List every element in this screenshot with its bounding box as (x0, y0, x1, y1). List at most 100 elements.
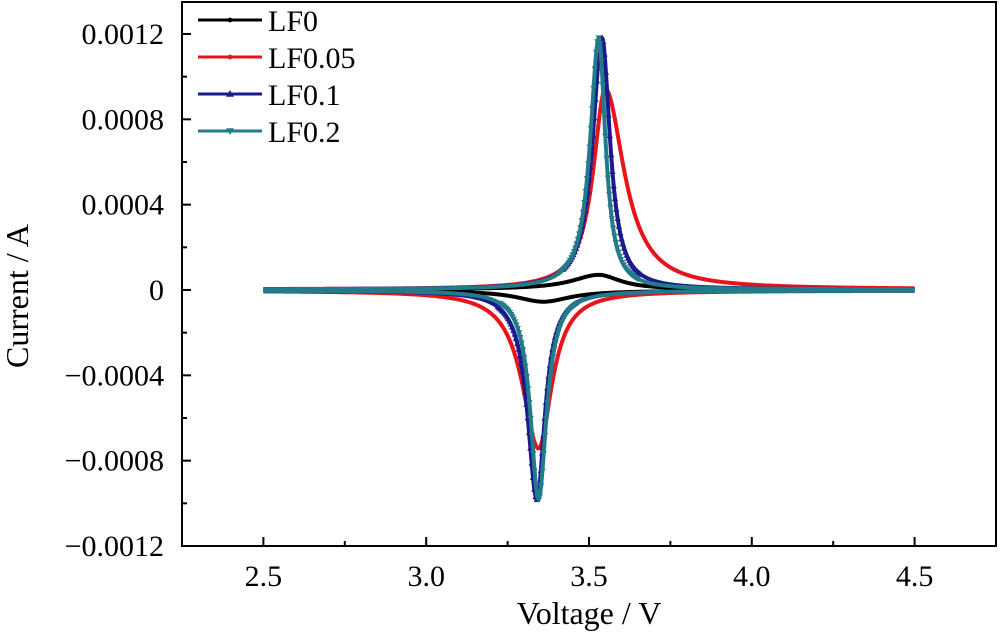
data-point (554, 330, 562, 336)
series-layer (262, 34, 916, 503)
data-point (521, 354, 528, 361)
data-point (605, 111, 612, 118)
data-point (511, 331, 518, 337)
legend-label: LF0.05 (268, 42, 356, 75)
y-tick-label: −0.0004 (65, 359, 164, 392)
data-point (611, 233, 618, 239)
legend-item: LF0 (198, 5, 318, 38)
data-point (523, 374, 531, 380)
x-tick-label: 3.0 (407, 560, 445, 593)
data-point (537, 483, 545, 490)
data-point (511, 319, 519, 325)
data-point (596, 41, 604, 48)
legend: LF0 LF0.05 LF0.1 LF0.2 (198, 5, 356, 149)
data-point (510, 316, 517, 323)
data-point (590, 85, 597, 92)
data-point (607, 205, 614, 211)
series-LF0.2 (262, 35, 916, 503)
data-point (578, 217, 586, 224)
data-point (576, 231, 583, 237)
data-point (545, 386, 553, 392)
data-point (543, 415, 550, 422)
legend-marker (227, 54, 233, 60)
data-point (604, 175, 612, 181)
x-tick-label: 4.5 (896, 560, 934, 593)
data-point (519, 368, 526, 374)
data-point (553, 335, 560, 341)
data-point (510, 327, 517, 333)
data-point (539, 468, 546, 475)
x-tick-label: 4.0 (733, 560, 771, 593)
data-point (591, 66, 599, 72)
data-point (583, 176, 591, 182)
series-line-discharge (262, 288, 916, 451)
data-point (617, 230, 624, 236)
legend-item: LF0.1 (198, 79, 341, 112)
series-line-discharge (262, 288, 916, 502)
data-point (530, 451, 537, 457)
data-point (612, 239, 619, 246)
legend-marker (227, 17, 233, 23)
data-point (574, 236, 582, 243)
data-point (592, 50, 600, 56)
data-point (519, 347, 527, 353)
data-point (574, 300, 581, 307)
data-point (620, 245, 628, 251)
data-point (617, 257, 625, 263)
data-point (619, 240, 627, 247)
legend-label: LF0 (268, 5, 318, 38)
y-tick-label: −0.0012 (65, 530, 164, 563)
data-point (550, 347, 558, 353)
data-point (570, 249, 578, 255)
data-point (613, 206, 620, 212)
data-point (515, 330, 523, 336)
data-point (609, 225, 617, 232)
data-point (577, 225, 584, 231)
data-point (587, 126, 595, 132)
series-LF0.1 (262, 34, 916, 502)
data-point (552, 340, 559, 347)
y-tick-label: 0 (149, 274, 164, 307)
data-point (531, 468, 538, 475)
tick-marks (182, 33, 916, 547)
data-point (536, 493, 544, 500)
data-point (601, 51, 608, 57)
data-point (549, 354, 557, 361)
y-tick-label: −0.0008 (65, 445, 164, 478)
data-point (610, 182, 617, 189)
data-point (609, 168, 616, 174)
data-point (600, 108, 608, 114)
data-point (515, 346, 522, 352)
legend-label: LF0.1 (268, 79, 341, 112)
data-point (586, 144, 593, 150)
data-point (522, 363, 529, 370)
y-tick-label: 0.0012 (82, 18, 165, 51)
legend-item: LF0.2 (198, 116, 341, 149)
x-tick-labels: 2.5 3.0 3.5 4.0 4.5 (245, 560, 934, 593)
data-point (611, 195, 619, 201)
data-point (517, 335, 524, 341)
y-tick-label: 0.0004 (82, 189, 165, 222)
y-tick-label: 0.0008 (82, 103, 165, 136)
data-point (604, 90, 611, 96)
data-point (532, 483, 540, 490)
data-point (606, 132, 614, 139)
data-point (602, 69, 610, 75)
legend-label: LF0.2 (268, 116, 341, 149)
x-tick-label: 3.5 (570, 560, 608, 593)
data-point (618, 235, 625, 242)
data-point (540, 451, 547, 457)
data-point (548, 363, 555, 370)
data-point (526, 400, 533, 406)
data-point (602, 133, 609, 140)
data-point (527, 415, 534, 422)
data-point (514, 326, 521, 332)
data-point (637, 271, 645, 277)
data-point (589, 106, 596, 112)
data-point (595, 35, 602, 41)
data-point (514, 340, 521, 346)
data-point (585, 161, 592, 167)
data-point (608, 216, 615, 222)
data-point (616, 253, 623, 260)
